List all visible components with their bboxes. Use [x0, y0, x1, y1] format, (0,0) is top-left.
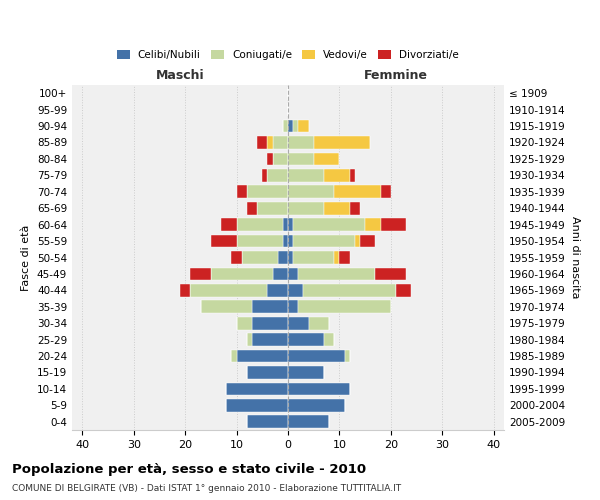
Bar: [247, 202, 257, 214]
Bar: [288, 333, 324, 346]
Bar: [350, 202, 360, 214]
Bar: [272, 136, 288, 149]
Bar: [232, 251, 242, 264]
Legend: Celibi/Nubili, Coniugati/e, Vedovi/e, Divorziati/e: Celibi/Nubili, Coniugati/e, Vedovi/e, Di…: [113, 46, 463, 64]
Bar: [262, 169, 268, 182]
Bar: [236, 317, 252, 330]
Bar: [298, 268, 376, 280]
Bar: [247, 416, 288, 428]
Bar: [272, 152, 288, 166]
Bar: [288, 234, 293, 248]
Bar: [268, 284, 288, 297]
Bar: [288, 350, 344, 362]
Bar: [200, 300, 252, 313]
Text: Maschi: Maschi: [155, 68, 205, 82]
Text: COMUNE DI BELGIRATE (VB) - Dati ISTAT 1° gennaio 2010 - Elaborazione TUTTITALIA.: COMUNE DI BELGIRATE (VB) - Dati ISTAT 1°…: [12, 484, 401, 493]
Bar: [288, 416, 329, 428]
Bar: [247, 333, 252, 346]
Bar: [288, 152, 314, 166]
Bar: [340, 251, 350, 264]
Bar: [268, 136, 272, 149]
Bar: [252, 317, 288, 330]
Bar: [236, 234, 283, 248]
Bar: [293, 120, 298, 132]
Bar: [288, 202, 324, 214]
Bar: [293, 218, 365, 231]
Bar: [272, 268, 288, 280]
Bar: [304, 284, 396, 297]
Bar: [350, 169, 355, 182]
Bar: [314, 136, 370, 149]
Bar: [247, 186, 288, 198]
Bar: [283, 218, 288, 231]
Bar: [376, 268, 406, 280]
Bar: [211, 234, 236, 248]
Bar: [288, 382, 350, 396]
Bar: [288, 300, 298, 313]
Bar: [232, 350, 236, 362]
Bar: [380, 186, 391, 198]
Bar: [283, 120, 288, 132]
Bar: [288, 284, 304, 297]
Y-axis label: Anni di nascita: Anni di nascita: [569, 216, 580, 298]
Bar: [236, 350, 288, 362]
Bar: [324, 202, 350, 214]
Bar: [288, 120, 293, 132]
Bar: [288, 169, 324, 182]
Bar: [236, 186, 247, 198]
Bar: [293, 251, 334, 264]
Bar: [257, 202, 288, 214]
Bar: [298, 300, 391, 313]
Bar: [283, 234, 288, 248]
Bar: [288, 366, 324, 379]
Bar: [360, 234, 376, 248]
Bar: [288, 399, 344, 412]
Bar: [396, 284, 412, 297]
Bar: [278, 251, 288, 264]
Bar: [324, 169, 350, 182]
Bar: [211, 268, 272, 280]
Bar: [242, 251, 278, 264]
Bar: [288, 186, 334, 198]
Bar: [226, 399, 288, 412]
Text: Femmine: Femmine: [364, 68, 428, 82]
Bar: [288, 268, 298, 280]
Bar: [308, 317, 329, 330]
Bar: [190, 284, 268, 297]
Text: Popolazione per età, sesso e stato civile - 2010: Popolazione per età, sesso e stato civil…: [12, 462, 366, 475]
Bar: [221, 218, 236, 231]
Bar: [268, 152, 272, 166]
Bar: [334, 251, 340, 264]
Bar: [288, 317, 308, 330]
Bar: [252, 333, 288, 346]
Bar: [314, 152, 340, 166]
Bar: [344, 350, 350, 362]
Bar: [380, 218, 406, 231]
Bar: [324, 333, 334, 346]
Bar: [247, 366, 288, 379]
Bar: [298, 120, 308, 132]
Bar: [190, 268, 211, 280]
Bar: [355, 234, 360, 248]
Bar: [288, 136, 314, 149]
Bar: [180, 284, 190, 297]
Bar: [334, 186, 380, 198]
Bar: [288, 251, 293, 264]
Bar: [236, 218, 283, 231]
Bar: [293, 234, 355, 248]
Bar: [226, 382, 288, 396]
Y-axis label: Fasce di età: Fasce di età: [22, 224, 31, 290]
Bar: [288, 218, 293, 231]
Bar: [268, 169, 288, 182]
Bar: [252, 300, 288, 313]
Bar: [365, 218, 380, 231]
Bar: [257, 136, 268, 149]
